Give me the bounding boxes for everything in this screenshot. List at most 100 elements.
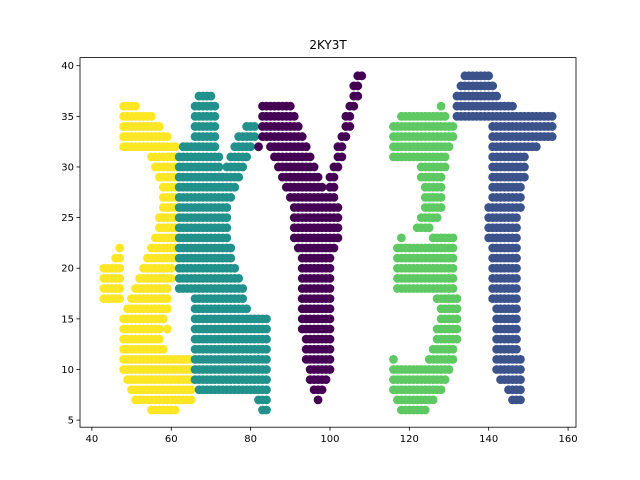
series-3 bbox=[389, 101, 462, 415]
data-point bbox=[452, 294, 462, 303]
data-point bbox=[516, 395, 525, 405]
data-point bbox=[329, 172, 339, 182]
data-point bbox=[186, 385, 196, 395]
data-point bbox=[317, 182, 327, 192]
data-point bbox=[301, 142, 311, 152]
data-point bbox=[512, 213, 521, 222]
data-point bbox=[262, 375, 271, 385]
data-point bbox=[448, 284, 458, 293]
data-point bbox=[452, 314, 462, 324]
data-point bbox=[452, 304, 462, 314]
data-point bbox=[444, 365, 454, 374]
data-point bbox=[436, 172, 446, 182]
data-point bbox=[325, 304, 335, 314]
y-tick-label: 20 bbox=[61, 264, 74, 275]
data-point bbox=[210, 111, 220, 121]
data-point bbox=[250, 132, 259, 141]
data-point bbox=[115, 294, 125, 303]
data-point bbox=[420, 405, 430, 415]
data-point bbox=[262, 405, 271, 415]
data-point bbox=[333, 233, 343, 243]
data-point bbox=[345, 111, 355, 121]
data-point bbox=[337, 152, 347, 162]
data-point bbox=[162, 284, 172, 293]
data-point bbox=[222, 223, 232, 233]
data-point bbox=[226, 192, 236, 202]
data-point bbox=[424, 223, 434, 233]
data-point bbox=[436, 203, 446, 212]
series-1 bbox=[174, 91, 271, 415]
data-point bbox=[226, 253, 236, 263]
x-tick-label: 80 bbox=[244, 434, 257, 445]
data-point bbox=[448, 243, 458, 253]
data-point bbox=[309, 162, 319, 172]
data-point bbox=[512, 304, 521, 314]
data-point bbox=[238, 294, 248, 303]
data-point bbox=[448, 132, 458, 141]
series-4 bbox=[452, 71, 557, 405]
data-point bbox=[154, 122, 164, 131]
data-point bbox=[436, 182, 446, 192]
data-point bbox=[214, 162, 224, 172]
data-point bbox=[325, 324, 335, 334]
data-point bbox=[448, 263, 458, 273]
data-point bbox=[293, 122, 303, 131]
data-point bbox=[353, 81, 363, 91]
data-point bbox=[512, 334, 521, 344]
data-point bbox=[262, 365, 271, 374]
data-point bbox=[448, 233, 458, 243]
data-point bbox=[131, 101, 140, 111]
data-point bbox=[115, 273, 125, 283]
data-point bbox=[325, 263, 335, 273]
data-point bbox=[170, 142, 180, 152]
data-point bbox=[333, 223, 343, 233]
data-point bbox=[516, 203, 525, 212]
data-point bbox=[329, 192, 339, 202]
data-point bbox=[349, 101, 359, 111]
data-point bbox=[516, 192, 525, 202]
data-point bbox=[170, 405, 180, 415]
data-point bbox=[512, 263, 521, 273]
data-point bbox=[262, 344, 271, 354]
data-point bbox=[345, 122, 355, 131]
data-point bbox=[154, 324, 164, 334]
data-point bbox=[325, 273, 335, 283]
x-tick-label: 160 bbox=[559, 434, 578, 445]
data-point bbox=[325, 344, 335, 354]
data-point bbox=[186, 395, 196, 405]
data-point bbox=[254, 142, 263, 152]
data-point bbox=[397, 233, 406, 243]
data-point bbox=[250, 122, 259, 131]
data-point bbox=[512, 253, 521, 263]
data-point bbox=[520, 172, 529, 182]
data-point bbox=[492, 91, 502, 101]
data-point bbox=[158, 344, 168, 354]
data-point bbox=[313, 395, 323, 405]
x-tick-label: 140 bbox=[479, 434, 498, 445]
data-point bbox=[166, 273, 176, 283]
data-point bbox=[484, 71, 494, 81]
data-point bbox=[448, 122, 458, 131]
data-point bbox=[210, 122, 220, 131]
data-point bbox=[440, 375, 450, 385]
data-point bbox=[222, 203, 232, 212]
data-point bbox=[448, 354, 458, 364]
data-point bbox=[516, 385, 525, 395]
series-2 bbox=[254, 71, 367, 405]
data-point bbox=[329, 182, 339, 192]
plot-frame bbox=[79, 57, 577, 428]
data-point bbox=[357, 71, 367, 81]
data-point bbox=[262, 385, 271, 395]
data-point bbox=[230, 263, 240, 273]
data-point bbox=[512, 273, 521, 283]
data-point bbox=[262, 324, 271, 334]
data-point bbox=[242, 152, 252, 162]
data-point bbox=[325, 365, 335, 374]
data-point bbox=[452, 324, 462, 334]
data-point bbox=[285, 101, 295, 111]
data-point bbox=[428, 395, 438, 405]
data-point bbox=[325, 354, 335, 364]
data-point bbox=[325, 284, 335, 293]
data-point bbox=[226, 243, 236, 253]
data-point bbox=[230, 182, 240, 192]
